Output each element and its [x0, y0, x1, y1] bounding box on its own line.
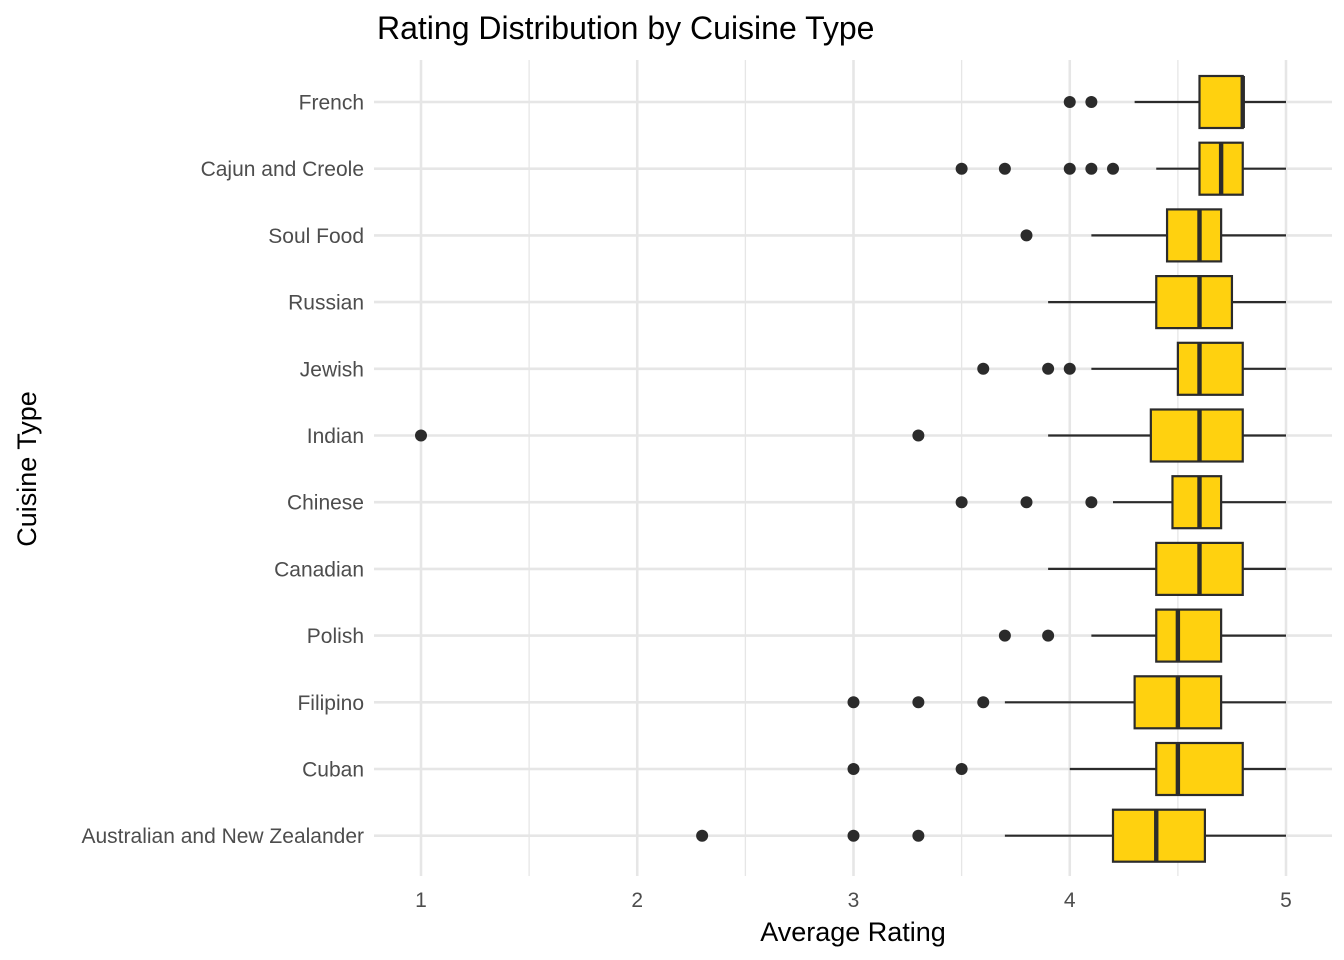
outlier-point [1020, 496, 1033, 509]
iqr-box [1165, 208, 1223, 263]
box-cuban [847, 741, 1286, 797]
outlier-point [415, 429, 427, 442]
outlier-point [955, 162, 968, 175]
box-russian [1048, 275, 1286, 330]
outlier-point [1063, 162, 1076, 175]
x-tick-label: 2 [631, 889, 643, 912]
y-category-label: Cajun and Creole [201, 158, 364, 181]
box-polish [998, 608, 1286, 663]
x-tick-label: 1 [415, 889, 427, 912]
iqr-box [1149, 408, 1244, 463]
x-axis-title: Average Rating [760, 917, 946, 947]
outlier-point [1042, 362, 1055, 375]
outlier-point [696, 829, 709, 842]
box-layer [415, 74, 1286, 863]
outlier-point [847, 696, 860, 709]
outlier-point [998, 629, 1011, 642]
iqr-box [1155, 608, 1223, 663]
outlier-point [1085, 162, 1098, 175]
box-cajun-and-creole [955, 141, 1286, 196]
iqr-box [1198, 74, 1244, 130]
box-canadian [1048, 541, 1286, 597]
x-tick-label: 5 [1280, 889, 1292, 912]
y-category-label: French [299, 92, 364, 115]
x-tick-label: 4 [1064, 889, 1076, 912]
box-french [1063, 74, 1286, 130]
outlier-point [912, 696, 925, 709]
iqr-box [1111, 808, 1207, 863]
box-jewish [977, 341, 1286, 396]
outlier-point [847, 829, 860, 842]
y-category-label: Chinese [287, 492, 364, 515]
tick-label-layer: 1 2 3 4 5 French Cajun and Creole Soul Food Russ… [82, 92, 1292, 913]
box-indian [415, 408, 1286, 463]
x-tick-label: 3 [848, 889, 860, 912]
outlier-point [955, 763, 968, 775]
iqr-box [1155, 275, 1234, 330]
y-category-label: Australian and New Zealander [82, 825, 365, 848]
y-category-label: Filipino [297, 692, 364, 715]
y-category-label: Jewish [300, 358, 364, 381]
outlier-point [977, 362, 990, 375]
box-filipino [847, 675, 1286, 730]
y-category-label: Canadian [274, 558, 364, 581]
y-category-label: Indian [307, 425, 364, 448]
outlier-point [977, 696, 990, 709]
outlier-point [912, 829, 925, 842]
outlier-point [998, 162, 1011, 175]
outlier-point [847, 763, 860, 775]
outlier-point [912, 429, 925, 442]
box-soul-food [1020, 208, 1286, 263]
y-category-label: Polish [307, 625, 364, 648]
iqr-box [1176, 341, 1244, 396]
outlier-point [1085, 96, 1098, 108]
outlier-point [1063, 362, 1076, 375]
iqr-box [1171, 475, 1223, 530]
y-category-label: Cuban [302, 759, 364, 782]
iqr-box [1155, 741, 1244, 797]
y-category-label: Russian [288, 292, 364, 315]
y-axis-title: Cuisine Type [12, 391, 42, 547]
outlier-point [1107, 162, 1119, 175]
box-chinese [955, 475, 1286, 530]
y-category-label: Soul Food [268, 225, 364, 248]
outlier-point [1042, 629, 1055, 642]
outlier-point [1085, 496, 1098, 509]
outlier-point [955, 496, 968, 509]
outlier-point [1063, 96, 1076, 108]
box-australian-and-new-zealander [696, 808, 1286, 863]
chart-title: Rating Distribution by Cuisine Type [377, 10, 874, 46]
outlier-point [1020, 229, 1033, 242]
